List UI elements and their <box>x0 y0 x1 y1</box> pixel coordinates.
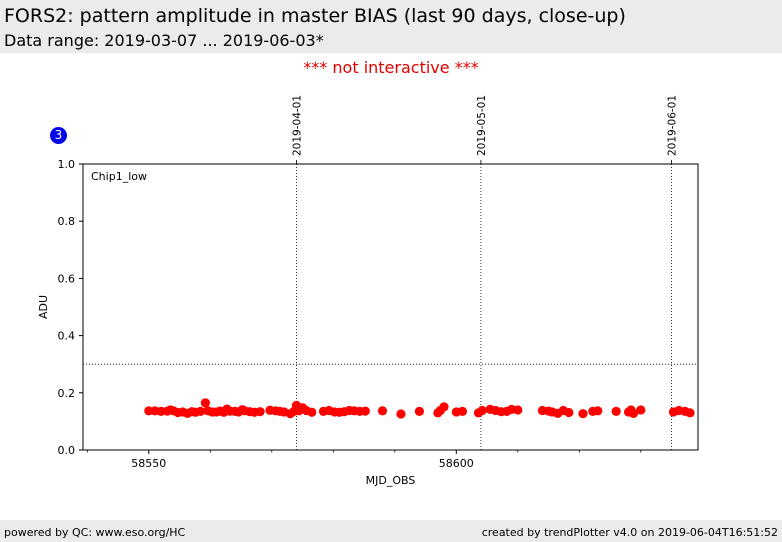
y-tick-label: 1.0 <box>58 158 76 171</box>
data-point <box>360 406 370 416</box>
x-tick-label: 58600 <box>439 457 474 470</box>
data-point <box>593 406 603 416</box>
footer-powered-by: powered by QC: www.eso.org/HC <box>4 526 186 539</box>
data-point <box>564 407 574 418</box>
footer-created-by: created by trendPlotter v4.0 on 2019-06-… <box>481 526 778 539</box>
y-axis-label: ADU <box>37 295 50 319</box>
footer-bar: powered by QC: www.eso.org/HC created by… <box>0 520 782 542</box>
data-point <box>636 405 646 415</box>
data-point <box>685 408 695 418</box>
data-point <box>377 406 388 416</box>
date-marker-label-0: 2019-04-01 <box>291 95 303 156</box>
y-tick-label: 0.2 <box>58 387 76 400</box>
y-tick-label: 0.0 <box>58 444 76 457</box>
data-point <box>255 407 265 417</box>
data-point <box>457 406 468 416</box>
x-axis-label: MJD_OBS <box>366 474 416 487</box>
data-point <box>396 409 406 419</box>
not-interactive-notice: *** not interactive *** <box>303 58 479 77</box>
data-point <box>628 408 639 418</box>
scatter-chart: 2019-04-01 2019-05-01 2019-06-01 0.0 0.2 0.4 0… <box>37 95 699 487</box>
x-tick-label: 58550 <box>131 457 166 470</box>
data-point <box>195 406 206 416</box>
date-marker-label-1: 2019-05-01 <box>476 95 488 156</box>
y-tick-label: 0.4 <box>58 330 76 343</box>
data-point <box>578 409 588 419</box>
data-point <box>513 405 523 415</box>
page-title: FORS2: pattern amplitude in master BIAS … <box>4 5 626 27</box>
data-point <box>414 406 425 416</box>
plot-number-badge: 3 <box>50 127 67 144</box>
data-point <box>200 398 210 408</box>
data-point <box>477 405 487 416</box>
y-tick-label: 0.6 <box>58 272 76 285</box>
chip-annotation: Chip1_low <box>91 170 147 183</box>
header-bar: FORS2: pattern amplitude in master BIAS … <box>0 0 782 53</box>
plot-frame <box>82 163 699 451</box>
data-point <box>611 406 621 416</box>
date-marker-label-2: 2019-06-01 <box>667 95 679 156</box>
data-range-subtitle: Data range: 2019-03-07 ... 2019-06-03* <box>4 31 324 50</box>
y-tick-label: 0.8 <box>58 215 76 228</box>
data-point <box>439 402 449 412</box>
data-point <box>307 407 317 417</box>
